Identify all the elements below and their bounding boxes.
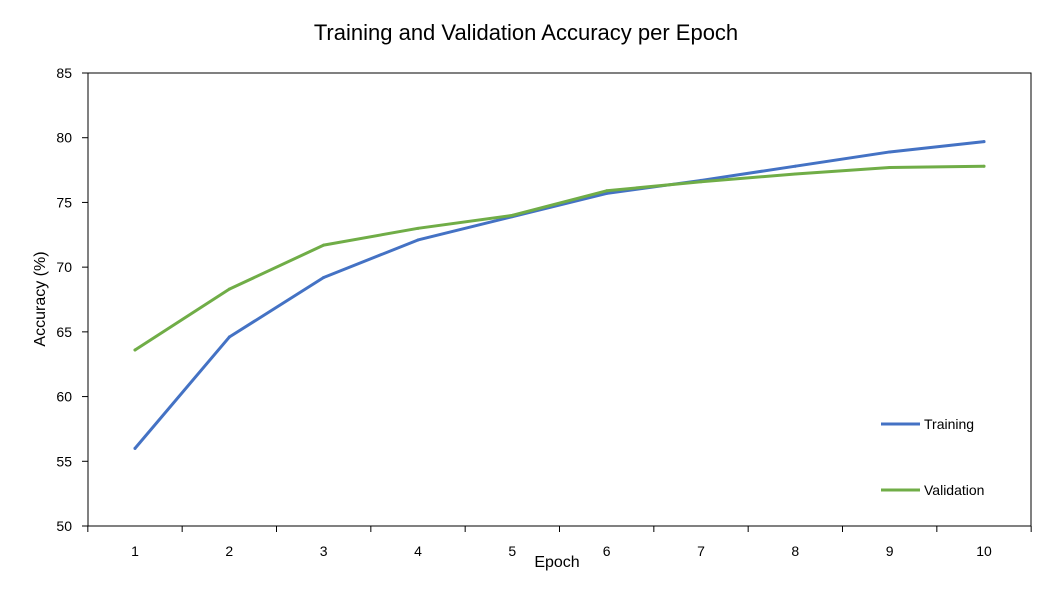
x-tick-label: 9 — [886, 543, 894, 559]
data-point-training — [133, 446, 137, 450]
x-tick-label: 4 — [414, 543, 422, 559]
y-tick-label: 80 — [56, 130, 72, 146]
data-point-training — [888, 150, 892, 154]
data-point-training — [227, 335, 231, 339]
data-point-training — [793, 164, 797, 168]
data-point-validation — [227, 287, 231, 291]
y-tick-label: 50 — [56, 518, 72, 534]
data-point-validation — [416, 226, 420, 230]
x-tick-label: 3 — [320, 543, 328, 559]
y-tick-label: 55 — [56, 453, 72, 469]
data-point-validation — [699, 180, 703, 184]
y-tick-label: 70 — [56, 259, 72, 275]
data-point-training — [322, 275, 326, 279]
series-line-validation — [133, 164, 986, 352]
legend: Training Validation — [881, 416, 984, 498]
data-point-validation — [510, 213, 514, 217]
x-tick-label: 8 — [791, 543, 799, 559]
y-tick-label: 75 — [56, 194, 72, 210]
x-tick-label: 2 — [225, 543, 233, 559]
data-point-validation — [888, 165, 892, 169]
x-tick-label: 5 — [508, 543, 516, 559]
data-point-training — [605, 191, 609, 195]
data-point-validation — [982, 164, 986, 168]
y-tick-label: 60 — [56, 389, 72, 405]
series-line-training — [133, 140, 986, 450]
series-layer — [133, 140, 986, 450]
x-tick-label: 1 — [131, 543, 139, 559]
x-tick-label: 7 — [697, 543, 705, 559]
data-point-validation — [133, 348, 137, 352]
y-tick-label: 65 — [56, 324, 72, 340]
x-tick-label: 6 — [603, 543, 611, 559]
y-axis-title: Accuracy (%) — [32, 251, 49, 346]
data-point-validation — [605, 189, 609, 193]
y-tick-label: 85 — [56, 65, 72, 81]
y-axis: 50 55 60 65 70 75 80 85 — [56, 65, 88, 534]
plot-area — [87, 72, 1032, 527]
data-point-training — [982, 140, 986, 144]
data-point-training — [416, 238, 420, 242]
chart-title: Training and Validation Accuracy per Epo… — [314, 20, 738, 45]
x-axis-title: Epoch — [534, 554, 579, 571]
data-point-validation — [793, 172, 797, 176]
legend-label-training: Training — [924, 416, 974, 432]
data-point-validation — [322, 243, 326, 247]
legend-label-validation: Validation — [924, 482, 984, 498]
x-axis: 1 2 3 4 5 6 7 8 9 10 — [87, 526, 1032, 559]
x-tick-label: 10 — [976, 543, 992, 559]
